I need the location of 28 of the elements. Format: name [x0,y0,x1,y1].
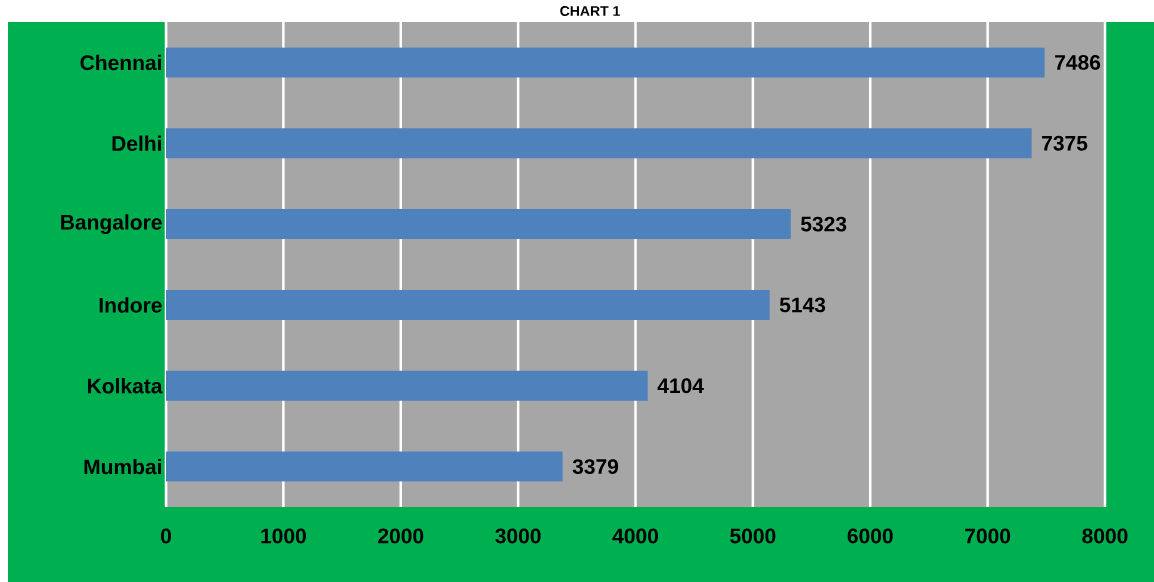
x-tick-label: 2000 [378,528,424,544]
y-tick-label: Mumbai [84,458,161,475]
data-label: 4104 [657,378,704,394]
x-tick-label: 4000 [612,528,658,544]
bar [166,47,1045,78]
bar [166,209,791,240]
bar [166,128,1032,159]
data-label: 3379 [572,459,619,475]
y-tick-label: Delhi [112,135,161,151]
y-tick-label: Chennai [80,54,161,71]
chart-title: CHART 1 [560,6,620,16]
x-tick-label: 6000 [847,528,893,544]
x-tick-label: 0 [161,528,171,544]
data-label: 5143 [779,297,826,313]
data-label: 7486 [1055,54,1101,70]
data-label: 5323 [800,216,847,232]
x-tick-label: 1000 [261,528,306,544]
x-tick-label: 8000 [1082,528,1128,544]
bar [166,451,563,482]
data-label: 7375 [1042,135,1088,151]
y-tick-label: Bangalore [61,214,162,234]
bar [166,289,770,320]
x-tick-label: 3000 [495,528,541,544]
y-tick-label: Indore [99,297,162,313]
x-tick-label: 7000 [965,528,1011,544]
x-tick-label: 5000 [730,528,776,544]
bar [166,370,648,401]
y-tick-label: Kolkata [88,378,163,394]
